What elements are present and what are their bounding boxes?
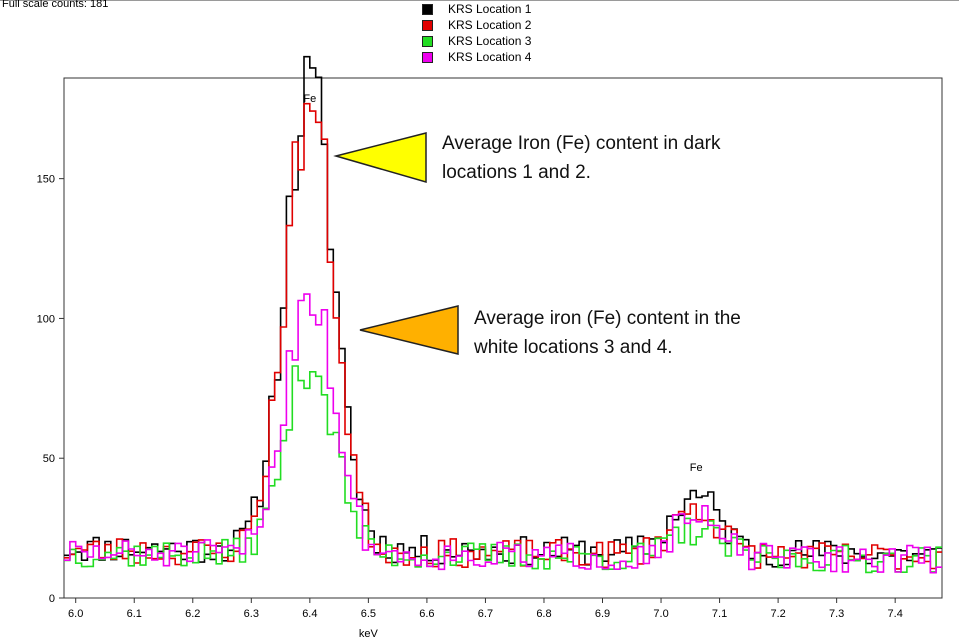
callout-arrow-white: [359, 305, 459, 355]
y-tick-label: 50: [43, 453, 55, 465]
x-tick-label: 7.1: [712, 608, 727, 620]
plot-area: [63, 77, 943, 599]
y-tick-label: 0: [49, 593, 55, 605]
legend-swatch: [422, 19, 433, 31]
legend-item-location-1: KRS Location 1: [422, 1, 531, 17]
x-axis-label: keV: [359, 628, 379, 640]
callout-line: Average Iron (Fe) content in dark: [442, 133, 721, 154]
legend-label: KRS Location 2: [448, 18, 532, 32]
callout-line: locations 1 and 2.: [442, 162, 591, 183]
legend-label: KRS Location 4: [448, 50, 532, 64]
peak-label-fe: Fe: [303, 93, 316, 105]
callout-line: Average iron (Fe) content in the: [474, 308, 741, 329]
series-line-location-4: [64, 293, 942, 574]
x-tick-label: 7.3: [829, 608, 844, 620]
y-tick-label: 150: [37, 174, 55, 186]
x-tick-label: 6.4: [302, 608, 317, 620]
x-tick-label: 6.6: [419, 608, 434, 620]
legend-item-location-2: KRS Location 2: [422, 17, 531, 33]
legend-item-location-4: KRS Location 4: [422, 49, 531, 65]
legend-label: KRS Location 1: [448, 2, 532, 16]
callout-arrow-dark: [333, 132, 427, 183]
series-line-location-3: [64, 365, 942, 574]
callout-text-white: Average iron (Fe) content in the white l…: [474, 304, 741, 362]
x-tick-label: 6.1: [127, 608, 142, 620]
series-layer: [64, 55, 942, 574]
legend: KRS Location 1 KRS Location 2 KRS Locati…: [422, 1, 531, 65]
legend-swatch: [422, 35, 433, 47]
x-tick-label: 6.0: [68, 608, 83, 620]
x-tick-label: 6.3: [244, 608, 259, 620]
x-tick-label: 6.5: [361, 608, 376, 620]
x-tick-label: 6.8: [536, 608, 551, 620]
axis-layer: 0 50 100 150 6.0 6.1 6.2 6.3 6.4 6.5 6.6 6.7 6.8 6.9 7…: [37, 93, 903, 640]
legend-label: KRS Location 3: [448, 34, 532, 48]
x-tick-label: 6.9: [595, 608, 610, 620]
x-tick-label: 7.4: [888, 608, 903, 620]
peak-label-fe: Fe: [690, 462, 703, 474]
top-border: [0, 0, 959, 1]
legend-swatch: [422, 51, 433, 63]
legend-swatch: [422, 3, 433, 15]
full-scale-label: Full scale counts: 181: [2, 0, 109, 10]
callout-line: white locations 3 and 4.: [474, 337, 673, 358]
x-tick-label: 6.2: [185, 608, 200, 620]
x-tick-label: 7.2: [770, 608, 785, 620]
y-tick-label: 100: [37, 313, 55, 325]
callout-text-dark: Average Iron (Fe) content in dark locati…: [442, 129, 720, 187]
x-tick-label: 6.7: [478, 608, 493, 620]
x-tick-label: 7.0: [653, 608, 668, 620]
legend-item-location-3: KRS Location 3: [422, 33, 531, 49]
